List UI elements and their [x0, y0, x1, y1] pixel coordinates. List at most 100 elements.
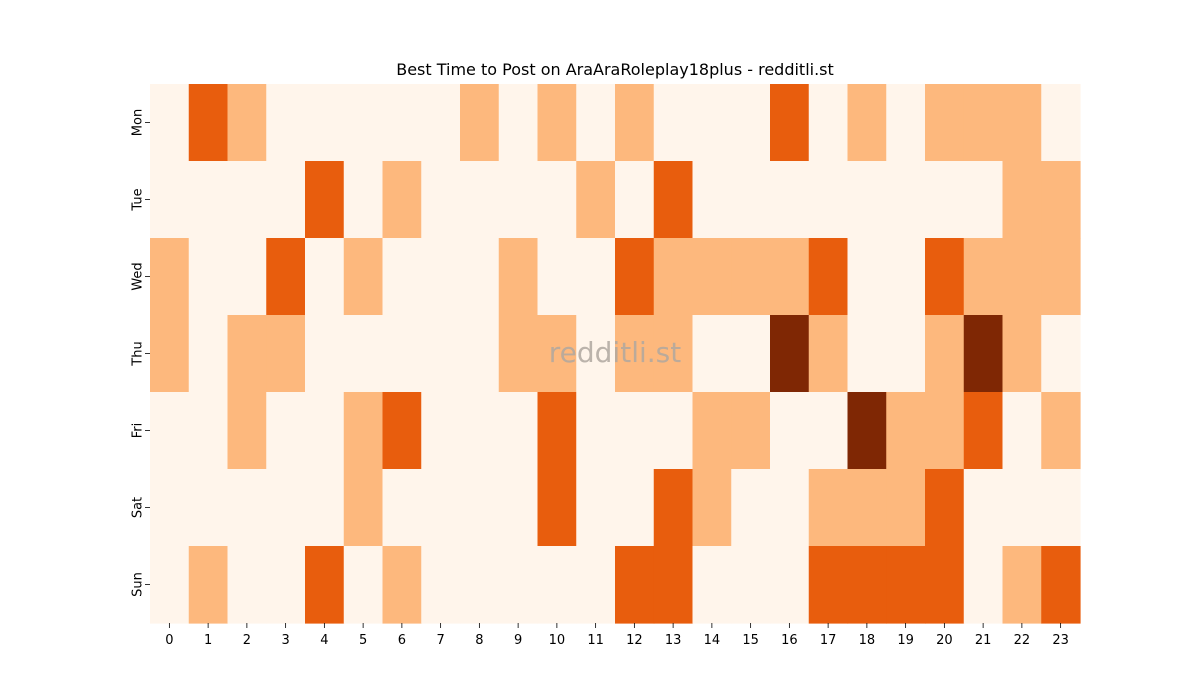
heatmap-cell [808, 392, 849, 470]
heatmap-cell [692, 161, 732, 239]
y-tick-label: Sat [131, 497, 146, 518]
heatmap-cell [731, 469, 771, 547]
x-tick-label: 22 [1014, 633, 1031, 648]
heatmap-cell [847, 392, 887, 470]
heatmap-cell [847, 84, 887, 162]
heatmap-cell [886, 546, 926, 624]
heatmap-cell [692, 546, 732, 624]
heatmap-cell [886, 469, 926, 547]
heatmap-cell [150, 392, 190, 470]
chart-title: Best Time to Post on AraAraRoleplay18plu… [396, 60, 834, 79]
heatmap-cell [498, 84, 539, 162]
heatmap-cell [925, 392, 965, 470]
heatmap-cell [731, 161, 771, 239]
x-tick-label: 2 [243, 633, 251, 648]
x-tick-label: 7 [436, 633, 444, 648]
heatmap-cell [227, 161, 267, 239]
heatmap-cell [537, 392, 577, 470]
heatmap-cell [227, 84, 267, 162]
heatmap-cell [653, 238, 694, 316]
x-tick-label: 4 [320, 633, 328, 648]
heatmap-cell [925, 469, 965, 547]
heatmap-cell [382, 238, 422, 316]
x-tick-label: 12 [626, 633, 643, 648]
heatmap-cell [886, 315, 926, 393]
heatmap-cell [1041, 161, 1081, 239]
heatmap-cell [615, 161, 655, 239]
heatmap-cell [770, 315, 810, 393]
heatmap-cell [343, 469, 384, 547]
heatmap-cell [537, 546, 577, 624]
heatmap-cell [498, 392, 539, 470]
heatmap-cell [460, 84, 500, 162]
x-tick-label: 5 [359, 633, 367, 648]
heatmap-cell [150, 469, 190, 547]
heatmap-cell [227, 315, 267, 393]
heatmap-cell [188, 238, 229, 316]
heatmap-cell [770, 546, 810, 624]
heatmap-cell [1002, 546, 1042, 624]
heatmap-cell [1002, 84, 1042, 162]
heatmap-cell [460, 315, 500, 393]
x-tick-label: 8 [475, 633, 483, 648]
heatmap-cell [227, 392, 267, 470]
heatmap-cell [150, 238, 190, 316]
heatmap-cell [343, 546, 384, 624]
heatmap-cell [615, 84, 655, 162]
heatmap-cell [692, 315, 732, 393]
heatmap-cell [576, 546, 616, 624]
heatmap-cell [188, 315, 229, 393]
heatmap-cell [653, 315, 694, 393]
heatmap-cell [460, 392, 500, 470]
x-tick-label: 0 [165, 633, 173, 648]
heatmap-cell [421, 84, 461, 162]
heatmap-cell [615, 392, 655, 470]
heatmap-cell [266, 84, 306, 162]
heatmap-cell [576, 84, 616, 162]
heatmap-cell [227, 238, 267, 316]
heatmap-cell [615, 238, 655, 316]
x-tick-label: 19 [897, 633, 914, 648]
y-axis: Mon Tue Wed Thu Fri Sat Sun [131, 109, 150, 597]
heatmap-cell [382, 392, 422, 470]
heatmap-cell [808, 469, 849, 547]
heatmap-cell [615, 315, 655, 393]
heatmap-cell [653, 161, 694, 239]
heatmap-cell [847, 161, 887, 239]
y-tick-label: Sun [131, 572, 146, 597]
heatmap-cell [653, 392, 694, 470]
heatmap-cell [305, 315, 345, 393]
heatmap-cell [150, 546, 190, 624]
heatmap-cell [305, 161, 345, 239]
heatmap-cell [1041, 84, 1081, 162]
x-tick-label: 9 [514, 633, 522, 648]
y-tick-label: Thu [131, 341, 146, 366]
heatmap-cell [731, 238, 771, 316]
heatmap-cell [382, 84, 422, 162]
heatmap-cell [963, 546, 1004, 624]
heatmap-cell [925, 315, 965, 393]
heatmap-cell [537, 469, 577, 547]
heatmap-cell [498, 161, 539, 239]
heatmap-cell [692, 469, 732, 547]
heatmap-cell [421, 238, 461, 316]
heatmap-cell [770, 392, 810, 470]
heatmap-cell [421, 315, 461, 393]
heatmap-cell [731, 84, 771, 162]
heatmap-cell [343, 392, 384, 470]
heatmap-cell [498, 469, 539, 547]
heatmap-cell [925, 84, 965, 162]
heatmap-cell [382, 161, 422, 239]
heatmap-cell [615, 469, 655, 547]
heatmap-cell [382, 469, 422, 547]
heatmap-cell [1002, 315, 1042, 393]
x-tick-label: 3 [281, 633, 289, 648]
heatmap-cell [305, 238, 345, 316]
heatmap-cell [305, 469, 345, 547]
heatmap-cell [1002, 161, 1042, 239]
heatmap-cell [188, 84, 229, 162]
heatmap-cell [692, 238, 732, 316]
heatmap-cell [537, 238, 577, 316]
watermark: redditli.st [549, 336, 681, 369]
heatmap-cell [1002, 238, 1042, 316]
